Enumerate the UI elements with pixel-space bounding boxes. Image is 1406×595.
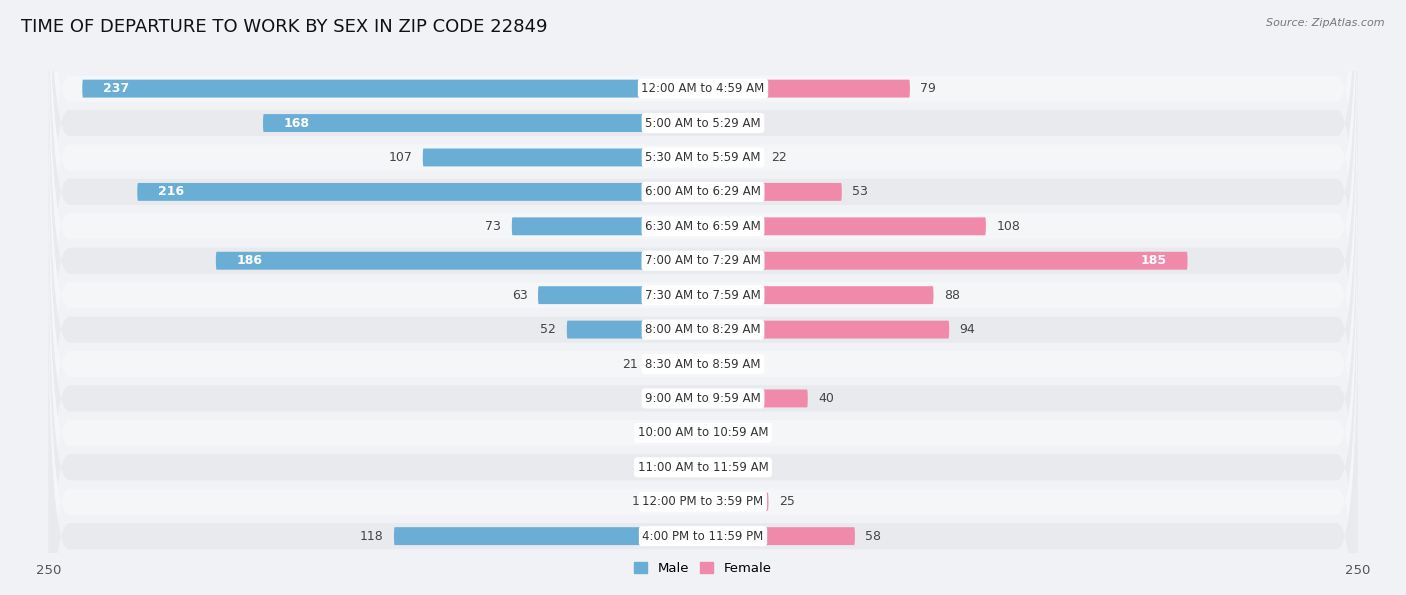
FancyBboxPatch shape: [703, 390, 808, 408]
Text: 4:00 PM to 11:59 PM: 4:00 PM to 11:59 PM: [643, 530, 763, 543]
Text: 25: 25: [779, 495, 794, 508]
Text: 73: 73: [485, 220, 502, 233]
FancyBboxPatch shape: [703, 527, 855, 545]
FancyBboxPatch shape: [679, 458, 703, 476]
Text: 9:00 AM to 9:59 AM: 9:00 AM to 9:59 AM: [645, 392, 761, 405]
FancyBboxPatch shape: [703, 149, 761, 167]
Text: 52: 52: [540, 323, 557, 336]
Text: 5:00 AM to 5:29 AM: 5:00 AM to 5:29 AM: [645, 117, 761, 130]
Text: 168: 168: [284, 117, 309, 130]
FancyBboxPatch shape: [648, 355, 703, 373]
Text: Source: ZipAtlas.com: Source: ZipAtlas.com: [1267, 18, 1385, 28]
FancyBboxPatch shape: [423, 149, 703, 167]
Text: TIME OF DEPARTURE TO WORK BY SEX IN ZIP CODE 22849: TIME OF DEPARTURE TO WORK BY SEX IN ZIP …: [21, 18, 547, 36]
Text: 40: 40: [818, 392, 834, 405]
FancyBboxPatch shape: [48, 274, 1358, 595]
Text: 58: 58: [865, 530, 882, 543]
Text: 7:00 AM to 7:29 AM: 7:00 AM to 7:29 AM: [645, 254, 761, 267]
FancyBboxPatch shape: [703, 286, 934, 304]
Text: 0: 0: [685, 427, 693, 439]
FancyBboxPatch shape: [703, 321, 949, 339]
Text: 6:30 AM to 6:59 AM: 6:30 AM to 6:59 AM: [645, 220, 761, 233]
FancyBboxPatch shape: [48, 0, 1358, 351]
Legend: Male, Female: Male, Female: [628, 557, 778, 581]
Text: 79: 79: [921, 82, 936, 95]
FancyBboxPatch shape: [48, 0, 1358, 488]
Text: 0: 0: [713, 117, 721, 130]
FancyBboxPatch shape: [703, 217, 986, 235]
FancyBboxPatch shape: [217, 252, 703, 270]
Text: 9: 9: [661, 461, 669, 474]
Text: 8:30 AM to 8:59 AM: 8:30 AM to 8:59 AM: [645, 358, 761, 371]
Text: 0: 0: [713, 427, 721, 439]
Text: 118: 118: [360, 530, 384, 543]
FancyBboxPatch shape: [48, 171, 1358, 595]
FancyBboxPatch shape: [48, 205, 1358, 595]
Text: 12: 12: [745, 358, 761, 371]
Text: 216: 216: [159, 186, 184, 198]
FancyBboxPatch shape: [48, 33, 1358, 558]
Text: 7:30 AM to 7:59 AM: 7:30 AM to 7:59 AM: [645, 289, 761, 302]
FancyBboxPatch shape: [263, 114, 703, 132]
Text: 10:00 AM to 10:59 AM: 10:00 AM to 10:59 AM: [638, 427, 768, 439]
Text: 5:30 AM to 5:59 AM: 5:30 AM to 5:59 AM: [645, 151, 761, 164]
FancyBboxPatch shape: [48, 0, 1358, 454]
Text: 108: 108: [997, 220, 1021, 233]
FancyBboxPatch shape: [703, 355, 734, 373]
FancyBboxPatch shape: [703, 493, 769, 511]
FancyBboxPatch shape: [48, 0, 1358, 420]
FancyBboxPatch shape: [138, 183, 703, 201]
Text: 53: 53: [852, 186, 868, 198]
FancyBboxPatch shape: [703, 80, 910, 98]
FancyBboxPatch shape: [394, 527, 703, 545]
FancyBboxPatch shape: [567, 321, 703, 339]
FancyBboxPatch shape: [83, 80, 703, 98]
Text: 63: 63: [512, 289, 527, 302]
Text: 185: 185: [1140, 254, 1167, 267]
Text: 21: 21: [621, 358, 637, 371]
Text: 186: 186: [236, 254, 263, 267]
FancyBboxPatch shape: [703, 183, 842, 201]
Text: 6: 6: [730, 461, 737, 474]
Text: 94: 94: [960, 323, 976, 336]
Text: 88: 88: [943, 289, 960, 302]
Text: 12:00 PM to 3:59 PM: 12:00 PM to 3:59 PM: [643, 495, 763, 508]
FancyBboxPatch shape: [48, 136, 1358, 595]
Text: 107: 107: [388, 151, 412, 164]
FancyBboxPatch shape: [48, 102, 1358, 595]
FancyBboxPatch shape: [48, 0, 1358, 523]
FancyBboxPatch shape: [48, 67, 1358, 592]
FancyBboxPatch shape: [703, 252, 1188, 270]
FancyBboxPatch shape: [48, 0, 1358, 386]
Text: 8:00 AM to 8:29 AM: 8:00 AM to 8:29 AM: [645, 323, 761, 336]
Text: 22: 22: [770, 151, 787, 164]
Text: 11:00 AM to 11:59 AM: 11:00 AM to 11:59 AM: [638, 461, 768, 474]
FancyBboxPatch shape: [658, 493, 703, 511]
FancyBboxPatch shape: [48, 239, 1358, 595]
FancyBboxPatch shape: [538, 286, 703, 304]
FancyBboxPatch shape: [512, 217, 703, 235]
FancyBboxPatch shape: [703, 458, 718, 476]
Text: 17: 17: [633, 495, 648, 508]
Text: 237: 237: [103, 82, 129, 95]
Text: 0: 0: [685, 392, 693, 405]
Text: 12:00 AM to 4:59 AM: 12:00 AM to 4:59 AM: [641, 82, 765, 95]
Text: 6:00 AM to 6:29 AM: 6:00 AM to 6:29 AM: [645, 186, 761, 198]
